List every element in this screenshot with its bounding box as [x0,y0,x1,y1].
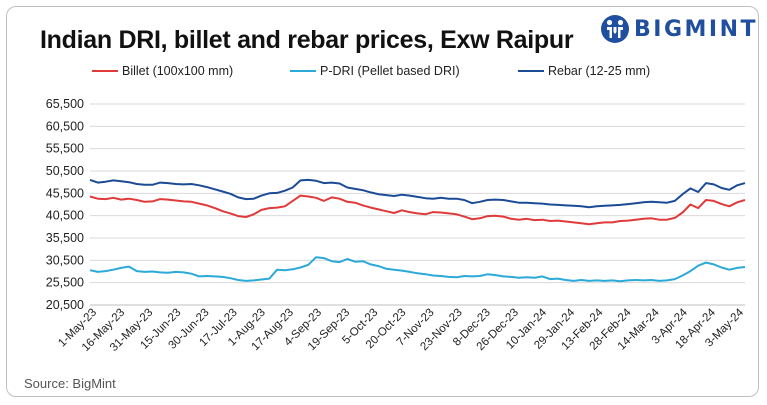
series-line-1 [89,256,746,283]
chart-legend: Billet (100x100 mm) P-DRI (Pellet based … [0,64,767,82]
bigmint-logo-icon [601,15,629,43]
y-tick-label: 50,500 [46,164,84,178]
brand-name: BIGMINT [634,16,759,42]
grid-layer [90,103,745,306]
y-tick-label: 65,500 [46,97,84,111]
y-tick-label: 20,500 [46,298,84,312]
y-tick-label: 25,500 [46,276,84,290]
chart-title: Indian DRI, billet and rebar prices, Exw… [40,26,574,54]
brand-logo: BIGMINT [600,14,758,44]
chart-frame [6,6,759,397]
legend-label-billet: Billet (100x100 mm) [122,64,234,78]
legend-swatch-billet [92,70,118,72]
y-tick-label: 60,500 [46,119,84,133]
legend-label-rebar: Rebar (12-25 mm) [548,64,651,78]
y-tick-label: 40,500 [46,209,84,223]
legend-swatch-rebar [518,70,544,72]
legend-label-pdri: P-DRI (Pellet based DRI) [320,64,460,78]
legend-item-billet: Billet (100x100 mm) [92,64,233,78]
series-line-0 [89,194,746,226]
series-line-2 [89,178,746,209]
series-layer [89,178,746,283]
y-axis-ticks: 65,500 60,500 55,500 50,500 45,500 40,500 35,5… [46,97,84,312]
legend-item-rebar: Rebar (12-25 mm) [518,64,650,78]
x-axis-ticks: 1-May-2316-May-2331-May-2315-Jun-2330-Ju… [56,306,746,354]
legend-item-pdri: P-DRI (Pellet based DRI) [290,64,460,78]
source-note: Source: BigMint [24,376,116,391]
y-tick-label: 55,500 [46,142,84,156]
y-tick-label: 45,500 [46,186,84,200]
y-tick-label: 30,500 [46,253,84,267]
legend-swatch-pdri [290,70,316,72]
y-tick-label: 35,500 [46,231,84,245]
